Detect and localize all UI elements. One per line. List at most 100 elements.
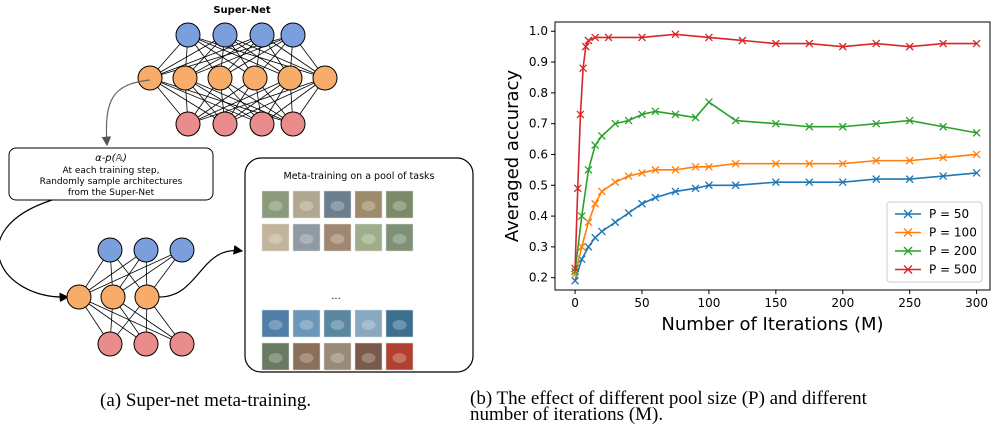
task-image-thumbnail <box>323 309 352 338</box>
task-image-subject <box>299 201 314 211</box>
supernet-node-red <box>249 111 275 137</box>
x-tick-label: 300 <box>965 296 988 310</box>
supernet-node-orange <box>207 65 233 91</box>
sampled-arch-edges <box>78 249 183 345</box>
arch-to-pool-arrow <box>158 245 244 298</box>
task-image-subject <box>268 201 283 211</box>
series-point <box>691 162 700 171</box>
y-tick-label: 0.5 <box>529 178 548 192</box>
sampled-edge <box>78 296 147 345</box>
series-point <box>671 165 680 174</box>
series-point <box>571 264 580 273</box>
y-tick-label: 1.0 <box>529 24 548 38</box>
series-point <box>731 159 740 168</box>
series-point <box>576 110 585 119</box>
series-point <box>972 39 981 48</box>
supernet-edge <box>149 34 226 79</box>
series-point <box>611 119 620 128</box>
caption-b-line2: number of iterations (M). <box>470 404 664 425</box>
legend-marker <box>903 228 913 237</box>
series-point <box>591 199 600 208</box>
task-image-subject <box>299 234 314 244</box>
sampling-line-2: Randomly sample architectures <box>40 177 183 187</box>
series-point <box>805 122 814 131</box>
series-point <box>905 156 914 165</box>
plot-frame <box>554 21 991 291</box>
caption-a: (a) Super-net meta-training. <box>100 390 312 411</box>
supernet-node-blue <box>212 22 238 48</box>
task-image-thumbnail <box>323 223 352 252</box>
sampled-edge <box>112 296 183 345</box>
task-image-thumbnail <box>292 309 321 338</box>
series-point <box>604 33 613 42</box>
task-image-thumbnail <box>354 309 383 338</box>
series-point <box>905 42 914 51</box>
task-image-subject <box>361 353 376 363</box>
series-point <box>905 175 914 184</box>
sampled-edge <box>78 296 183 345</box>
series-point <box>591 33 600 42</box>
legend-label: P = 100 <box>929 226 977 240</box>
series-point <box>571 267 580 276</box>
series-point <box>972 168 981 177</box>
task-image-subject <box>330 353 345 363</box>
series-point <box>577 242 586 251</box>
supernet-edge <box>149 77 263 125</box>
series-point <box>939 172 948 180</box>
sampled-node-blue <box>133 237 159 263</box>
task-image-subject <box>392 353 407 363</box>
y-tick-label: 0.4 <box>529 209 548 223</box>
supernet-edge <box>184 34 294 79</box>
supernet-node-orange <box>172 65 198 91</box>
sampled-node-orange <box>134 284 160 310</box>
task-image-thumbnail <box>261 342 290 371</box>
series-point <box>597 132 606 140</box>
task-image-thumbnail <box>292 223 321 252</box>
series-point <box>704 98 713 107</box>
task-image-thumbnail <box>261 190 290 219</box>
series-point <box>584 36 593 45</box>
series-point <box>571 276 580 285</box>
series-point <box>584 242 593 251</box>
supernet-node-red <box>175 111 201 137</box>
task-image-subject <box>299 320 314 330</box>
supernet-edge <box>184 77 263 125</box>
task-image-subject <box>361 320 376 330</box>
series-point <box>972 150 981 159</box>
series-point <box>872 156 881 165</box>
sampled-node-orange <box>100 284 126 310</box>
task-image-subject <box>268 353 283 363</box>
series-point <box>584 218 593 227</box>
supernet-edge <box>187 77 326 125</box>
series-point <box>771 119 780 128</box>
supernet-edge <box>224 34 326 79</box>
sampled-node-blue <box>169 237 195 263</box>
series-point <box>651 193 660 202</box>
supernet-edge <box>184 34 263 79</box>
supernet-node-orange <box>277 65 303 91</box>
series-point <box>671 30 680 39</box>
task-image-thumbnail <box>292 342 321 371</box>
supernet-node-orange <box>137 65 163 91</box>
y-tick-label: 0.3 <box>529 240 548 254</box>
supernet-node-red <box>212 111 238 137</box>
supernet-node-blue <box>280 22 306 48</box>
task-image-thumbnail <box>354 342 383 371</box>
x-tick-label: 200 <box>831 296 854 310</box>
series-point <box>624 116 633 125</box>
sampled-edge <box>112 249 183 298</box>
task-image-subject <box>330 201 345 211</box>
supernet-edge <box>187 77 291 125</box>
series-point <box>805 39 814 48</box>
series-point <box>905 116 914 125</box>
x-tick-label: 0 <box>571 296 579 310</box>
legend-box <box>886 201 983 283</box>
sampled-node-red <box>97 331 123 357</box>
series-point <box>838 122 847 131</box>
supernet-edge <box>187 77 256 125</box>
series-point <box>624 172 633 180</box>
series-point <box>591 141 600 150</box>
supernet-diagram: Super-Net α-p(𝔸) At each training step, … <box>0 5 474 373</box>
series-point <box>972 128 981 137</box>
task-images <box>261 190 414 371</box>
